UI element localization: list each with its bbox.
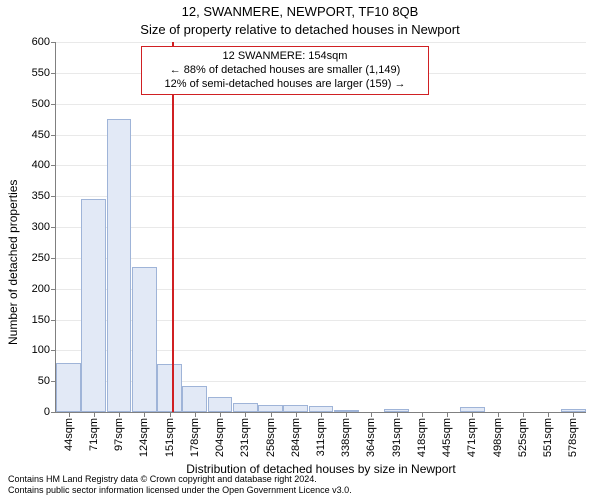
x-tick bbox=[144, 412, 145, 417]
gridline bbox=[56, 258, 586, 259]
x-tick-label: 44sqm bbox=[63, 418, 75, 451]
y-tick bbox=[51, 320, 56, 321]
chart-title-line2: Size of property relative to detached ho… bbox=[0, 22, 600, 37]
y-tick bbox=[51, 227, 56, 228]
x-tick-label: 445sqm bbox=[441, 418, 453, 457]
x-tick bbox=[119, 412, 120, 417]
x-tick-label: 311sqm bbox=[315, 418, 327, 456]
y-tick bbox=[51, 412, 56, 413]
y-tick bbox=[51, 289, 56, 290]
y-tick bbox=[51, 42, 56, 43]
y-tick-label: 50 bbox=[38, 375, 50, 387]
plot-area: Distribution of detached houses by size … bbox=[55, 42, 586, 413]
gridline bbox=[56, 227, 586, 228]
x-tick-label: 284sqm bbox=[290, 418, 302, 457]
x-tick bbox=[271, 412, 272, 417]
histogram-bar bbox=[56, 363, 81, 412]
gridline bbox=[56, 165, 586, 166]
y-tick bbox=[51, 350, 56, 351]
x-tick bbox=[245, 412, 246, 417]
gridline bbox=[56, 104, 586, 105]
y-tick-label: 400 bbox=[32, 159, 50, 171]
y-tick bbox=[51, 258, 56, 259]
y-tick-label: 100 bbox=[32, 344, 50, 356]
x-tick bbox=[397, 412, 398, 417]
y-tick bbox=[51, 73, 56, 74]
footer-line1: Contains HM Land Registry data © Crown c… bbox=[8, 474, 352, 485]
gridline bbox=[56, 42, 586, 43]
histogram-bar bbox=[283, 405, 308, 412]
x-tick-label: 71sqm bbox=[88, 418, 100, 451]
x-tick-label: 498sqm bbox=[492, 418, 504, 457]
x-tick bbox=[447, 412, 448, 417]
histogram-bar bbox=[233, 403, 258, 412]
gridline bbox=[56, 135, 586, 136]
y-tick-label: 0 bbox=[44, 406, 50, 418]
y-tick bbox=[51, 381, 56, 382]
annotation-line1: 12 SWANMERE: 154sqm bbox=[148, 50, 422, 64]
x-tick-label: 124sqm bbox=[138, 418, 150, 457]
x-tick bbox=[472, 412, 473, 417]
y-tick-label: 300 bbox=[32, 221, 50, 233]
x-tick-label: 97sqm bbox=[113, 418, 125, 451]
x-tick bbox=[498, 412, 499, 417]
x-tick-label: 231sqm bbox=[239, 418, 251, 457]
histogram-bar bbox=[208, 397, 233, 412]
y-tick bbox=[51, 196, 56, 197]
y-tick-label: 500 bbox=[32, 98, 50, 110]
histogram-bar bbox=[107, 119, 132, 412]
x-tick-label: 551sqm bbox=[542, 418, 554, 457]
x-tick bbox=[296, 412, 297, 417]
x-tick-label: 525sqm bbox=[517, 418, 529, 457]
x-tick bbox=[321, 412, 322, 417]
x-tick bbox=[170, 412, 171, 417]
x-tick-label: 578sqm bbox=[567, 418, 579, 457]
y-tick-label: 550 bbox=[32, 67, 50, 79]
x-tick bbox=[69, 412, 70, 417]
annotation-box: 12 SWANMERE: 154sqm← 88% of detached hou… bbox=[141, 46, 429, 95]
histogram-bar bbox=[157, 364, 182, 412]
annotation-line3: 12% of semi-detached houses are larger (… bbox=[148, 78, 422, 92]
x-tick bbox=[548, 412, 549, 417]
histogram-bar bbox=[81, 199, 106, 412]
x-tick-label: 178sqm bbox=[189, 418, 201, 457]
x-tick bbox=[371, 412, 372, 417]
histogram-bar bbox=[132, 267, 157, 412]
y-tick bbox=[51, 165, 56, 166]
x-tick bbox=[94, 412, 95, 417]
chart-title-line1: 12, SWANMERE, NEWPORT, TF10 8QB bbox=[0, 4, 600, 19]
gridline bbox=[56, 196, 586, 197]
annotation-line2: ← 88% of detached houses are smaller (1,… bbox=[148, 64, 422, 78]
y-tick-label: 450 bbox=[32, 129, 50, 141]
x-tick-label: 364sqm bbox=[365, 418, 377, 457]
attribution-footer: Contains HM Land Registry data © Crown c… bbox=[8, 474, 352, 496]
histogram-bar bbox=[182, 386, 207, 412]
x-tick-label: 151sqm bbox=[164, 418, 176, 457]
x-tick bbox=[195, 412, 196, 417]
y-tick bbox=[51, 135, 56, 136]
footer-line2: Contains public sector information licen… bbox=[8, 485, 352, 496]
y-tick-label: 600 bbox=[32, 36, 50, 48]
histogram-bar bbox=[258, 405, 283, 412]
y-tick bbox=[51, 104, 56, 105]
x-tick-label: 391sqm bbox=[391, 418, 403, 457]
y-tick-label: 150 bbox=[32, 314, 50, 326]
x-tick-label: 204sqm bbox=[214, 418, 226, 457]
x-tick-label: 338sqm bbox=[340, 418, 352, 457]
x-tick bbox=[220, 412, 221, 417]
y-tick-label: 350 bbox=[32, 190, 50, 202]
y-axis-title: Number of detached properties bbox=[6, 180, 20, 345]
x-tick bbox=[573, 412, 574, 417]
x-tick-label: 471sqm bbox=[466, 418, 478, 457]
x-tick-label: 418sqm bbox=[416, 418, 428, 457]
x-tick-label: 258sqm bbox=[265, 418, 277, 457]
reference-line bbox=[172, 42, 174, 412]
x-tick bbox=[523, 412, 524, 417]
y-tick-label: 200 bbox=[32, 283, 50, 295]
x-tick bbox=[422, 412, 423, 417]
y-tick-label: 250 bbox=[32, 252, 50, 264]
x-tick bbox=[346, 412, 347, 417]
